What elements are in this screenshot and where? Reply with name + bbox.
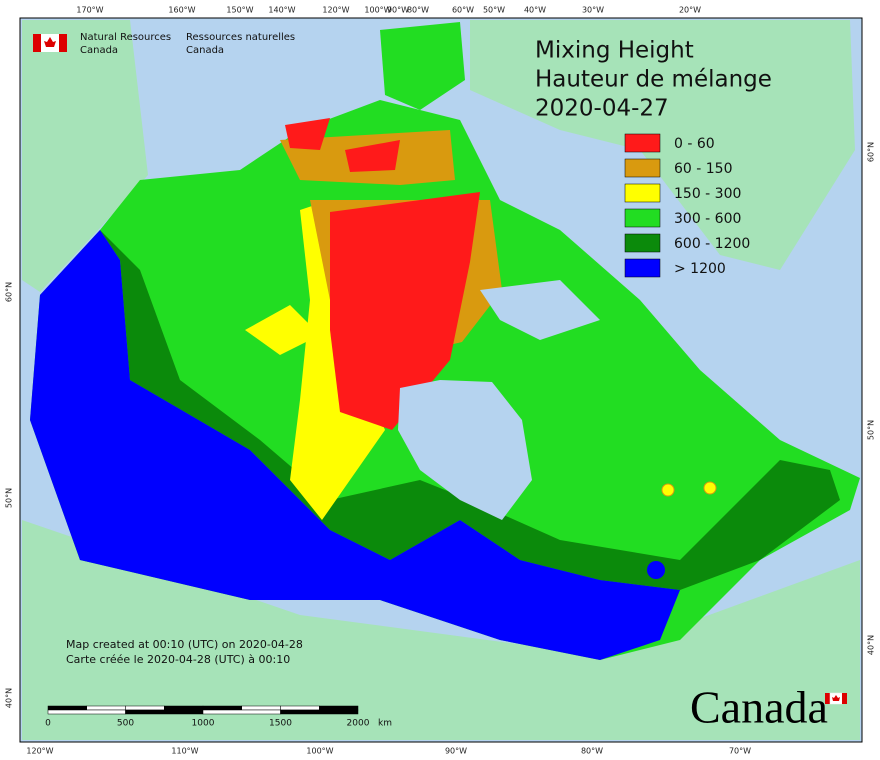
scale-segment xyxy=(202,709,281,715)
graticule-label: 80°W xyxy=(581,747,603,756)
legend-swatch xyxy=(624,183,661,203)
graticule-label: 100°W xyxy=(306,747,333,756)
graticule-label: 50°W xyxy=(483,6,505,15)
graticule-label: 30°W xyxy=(582,6,604,15)
scale-label: 0 xyxy=(45,719,51,729)
graticule-label: 100°W xyxy=(364,6,391,15)
graticule-label: 40°N xyxy=(5,688,14,708)
legend-swatch xyxy=(624,208,661,228)
basemap xyxy=(22,20,860,740)
wordmark: Canada xyxy=(690,682,847,733)
graticule-label: 50°N xyxy=(867,420,876,440)
scale-segment xyxy=(202,705,242,711)
title: Mixing Height xyxy=(535,38,694,64)
graticule-label: 50°N xyxy=(5,488,14,508)
graticule-label: 110°W xyxy=(171,747,198,756)
legend-label: > 1200 xyxy=(674,261,726,277)
wordmark-text: Canada xyxy=(690,682,828,733)
legend-swatch xyxy=(624,133,661,153)
graticule-label: 170°W xyxy=(76,6,103,15)
graticule-label: 90°W xyxy=(445,747,467,756)
legend-label: 0 - 60 xyxy=(674,136,715,152)
legend-label: 300 - 600 xyxy=(674,211,741,227)
graticule-label: 40°W xyxy=(524,6,546,15)
legend-label: 150 - 300 xyxy=(674,186,741,202)
title: Hauteur de mélange xyxy=(535,67,772,93)
graticule-label: 150°W xyxy=(226,6,253,15)
legend-swatch xyxy=(624,158,661,178)
scale-segment xyxy=(164,705,204,711)
agency-en: Natural Resources xyxy=(80,32,171,43)
scale-segment xyxy=(125,705,165,711)
graticule-label: 70°W xyxy=(729,747,751,756)
graticule-labels: 170°W 160°W 150°W 140°W 120°W 100°W90°W80°W 60… xyxy=(5,6,876,756)
agency-fr: Canada xyxy=(186,45,224,56)
scale-bar: 0 500 1000 1500 2000 km xyxy=(45,705,392,729)
graticule-label: 90°W xyxy=(387,6,409,15)
legend-label: 60 - 150 xyxy=(674,161,733,177)
scale-segment xyxy=(319,705,359,711)
scale-segment xyxy=(280,705,320,711)
scale-segment xyxy=(86,705,126,711)
legend: 0 - 60 60 - 150 150 - 300 300 - 600 600 - 12… xyxy=(624,133,750,278)
agency-fr: Ressources naturelles xyxy=(186,32,295,43)
scale-segment xyxy=(47,705,87,711)
scale-label: 1000 xyxy=(192,719,215,729)
credit: Carte créée le 2020-04-28 (UTC) à 00:10 xyxy=(66,653,290,666)
scale-segment xyxy=(125,709,204,715)
scale-label: 1500 xyxy=(269,719,292,729)
scale-unit: km xyxy=(378,719,392,729)
graticule-label: 120°W xyxy=(26,747,53,756)
scale-label: 500 xyxy=(117,719,134,729)
credit: Map created at 00:10 (UTC) on 2020-04-28 xyxy=(66,638,303,651)
date: 2020-04-27 xyxy=(535,96,669,122)
graticule-label: 60°N xyxy=(867,142,876,162)
scale-label: 2000 xyxy=(347,719,370,729)
scale-segment xyxy=(280,709,359,715)
graticule-label: 20°W xyxy=(679,6,701,15)
graticule-label: 80°W xyxy=(407,6,429,15)
legend-swatch xyxy=(624,258,661,278)
graticule-label: 60°N xyxy=(5,282,14,302)
agency-en: Canada xyxy=(80,45,118,56)
scale-segment xyxy=(47,709,126,715)
agency-signature: Natural Resources Canada Ressources natu… xyxy=(33,32,295,56)
graticule-label: 120°W xyxy=(322,6,349,15)
graticule-label: 160°W xyxy=(168,6,195,15)
legend-label: 600 - 1200 xyxy=(674,236,750,252)
graticule-label: 40°N xyxy=(867,635,876,655)
graticule-label: 60°W xyxy=(452,6,474,15)
graticule-label: 140°W xyxy=(268,6,295,15)
legend-swatch xyxy=(624,233,661,253)
scale-segment xyxy=(241,705,281,711)
